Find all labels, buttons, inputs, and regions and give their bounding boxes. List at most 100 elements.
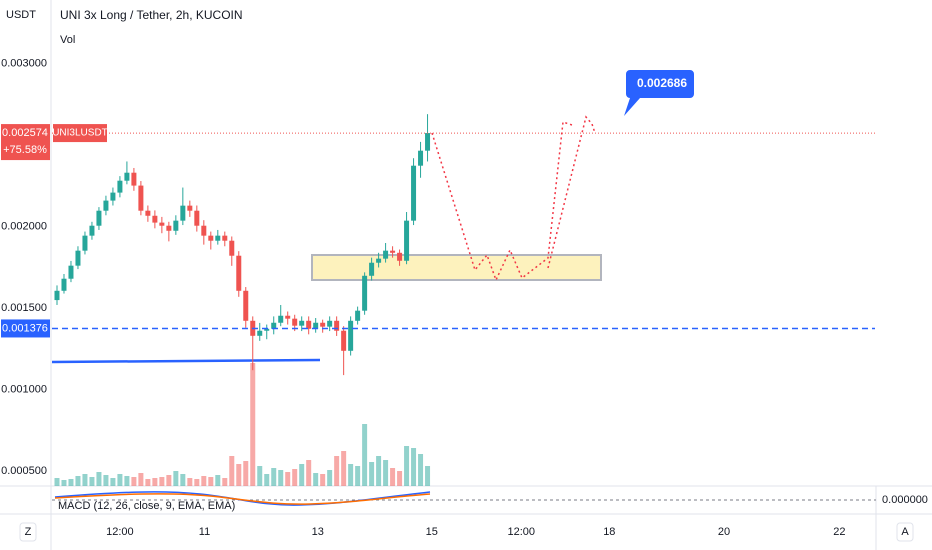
support-tag	[1, 319, 50, 338]
volume-bar	[418, 454, 424, 486]
trend-line	[51, 358, 321, 364]
volume-bar	[348, 464, 354, 486]
volume-bar	[96, 472, 102, 486]
volume-bar	[145, 479, 151, 486]
volume-bar	[369, 462, 375, 486]
candle-body	[75, 250, 81, 266]
candle-body	[285, 315, 291, 319]
candle-body	[166, 225, 172, 231]
candle-body	[96, 210, 102, 226]
candle-body	[173, 220, 179, 231]
candle-body	[131, 172, 137, 186]
volume-bar	[89, 477, 95, 486]
projection	[547, 115, 596, 269]
target-label: 0.002686	[637, 76, 687, 90]
candle-body	[243, 290, 249, 321]
volume-bar	[292, 469, 298, 486]
volume-bar	[404, 446, 410, 486]
volume-bar	[285, 472, 291, 486]
candle-body	[187, 205, 193, 211]
candle-body	[124, 172, 130, 181]
x-tick-label: 22	[833, 526, 845, 538]
candle-body	[271, 322, 277, 329]
candle-body	[180, 205, 186, 221]
candle-body	[229, 240, 235, 256]
volume-bar	[236, 464, 242, 486]
volume-bar	[215, 475, 221, 486]
volume-bar	[313, 473, 319, 486]
signal-line	[54, 493, 431, 505]
volume-bar	[271, 468, 277, 486]
volume-bar	[138, 473, 144, 486]
volume-bar	[299, 464, 305, 486]
candle-body	[89, 225, 95, 236]
symbol-tag	[53, 124, 107, 143]
candle-body	[362, 275, 368, 311]
macd-label: MACD (12, 26, close, 9, EMA, EMA)	[58, 500, 235, 512]
volume-bar	[334, 456, 340, 486]
x-tick-label: 20	[718, 526, 730, 538]
volume-bar	[257, 466, 263, 486]
candle-body	[355, 310, 361, 321]
candle-body	[152, 215, 158, 223]
candle-body	[383, 250, 389, 259]
volume-bar	[390, 468, 396, 486]
x-tick-label: 13	[312, 526, 324, 538]
chart-title: UNI 3x Long / Tether, 2h, KUCOIN	[60, 8, 243, 22]
candle-body	[110, 192, 116, 201]
candle-body	[341, 330, 347, 351]
auto-icon[interactable]: A	[901, 526, 909, 538]
volume-bar	[173, 471, 179, 486]
volume-bar	[54, 478, 60, 486]
candle-body	[313, 322, 319, 329]
candle-body	[145, 210, 151, 216]
candle-body	[390, 250, 396, 253]
volume-bar	[152, 478, 158, 486]
macd-zero-label: 0.000000	[882, 494, 928, 506]
volume-bar	[103, 475, 109, 486]
x-tick-label: 18	[603, 526, 615, 538]
volume-bar	[411, 448, 417, 486]
y-tick-label: 0.003000	[1, 58, 47, 70]
candle-body	[327, 320, 333, 327]
candle-body	[348, 320, 354, 351]
candle-body	[334, 320, 340, 331]
volume-bar	[82, 474, 88, 486]
candle-body	[54, 290, 60, 301]
candle-body	[404, 220, 410, 261]
volume-bar	[320, 474, 326, 486]
candle-body	[306, 320, 312, 329]
candle-body	[215, 235, 221, 241]
x-tick-label: 15	[426, 526, 438, 538]
candle-body	[369, 262, 375, 276]
candle-body	[159, 222, 165, 226]
volume-bar	[110, 478, 116, 486]
volume-bar	[180, 474, 186, 486]
volume-bar	[306, 460, 312, 486]
last-price-tag	[1, 124, 50, 161]
last-price-label: 0.002574	[2, 127, 48, 139]
volume-bar	[278, 470, 284, 486]
volume-bar	[187, 478, 193, 486]
volume-bar	[124, 476, 130, 486]
candle-body	[411, 165, 417, 221]
currency: USDT	[6, 9, 36, 21]
candle-body	[425, 133, 431, 151]
candle-body	[201, 225, 207, 236]
candle-body	[292, 318, 298, 326]
y-tick-label: 0.000500	[1, 465, 47, 477]
volume-bar	[425, 466, 431, 486]
candle-body	[257, 330, 263, 336]
candle-body	[222, 235, 228, 241]
candle-body	[103, 200, 109, 211]
zoom-button[interactable]	[19, 522, 37, 542]
volume-bar	[264, 474, 270, 486]
symbol-label: UNI3LUSDT	[52, 128, 108, 139]
volume-bar	[68, 479, 74, 486]
zoom-icon[interactable]: Z	[25, 526, 32, 538]
volume-bar	[397, 471, 403, 486]
candle-body	[236, 255, 242, 291]
auto-button[interactable]	[896, 522, 914, 542]
support-label: 0.001376	[2, 322, 48, 334]
